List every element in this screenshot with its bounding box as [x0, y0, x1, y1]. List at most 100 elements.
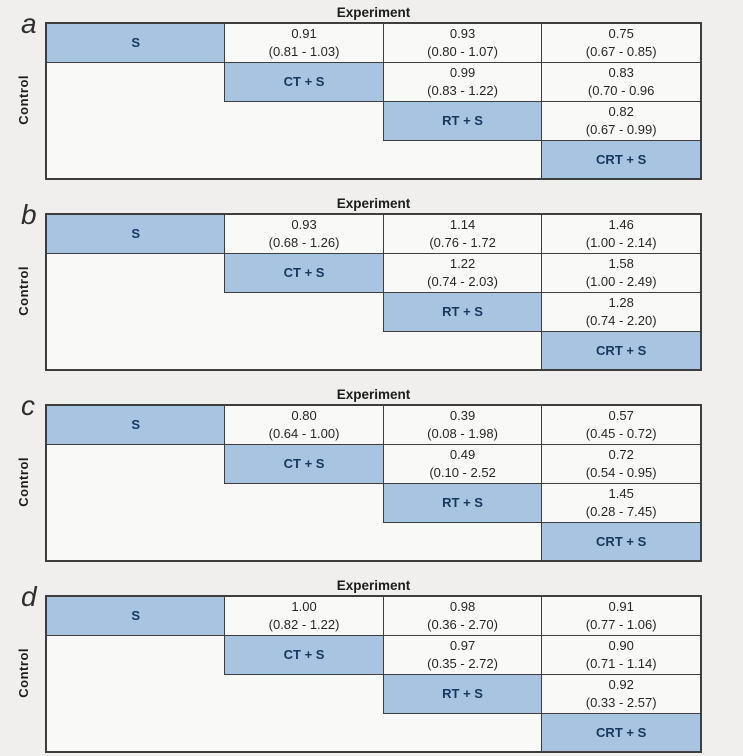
empty-cell [46, 101, 225, 140]
panel-letter: b [21, 199, 37, 230]
confidence-interval: (0.28 - 7.45) [585, 503, 657, 519]
confidence-interval: (1.00 - 2.14) [585, 234, 657, 250]
treatment-cell-s: S [45, 404, 226, 445]
table-row: CRT + S [46, 139, 702, 180]
empty-cell [225, 331, 384, 370]
table-row: CT + S 0.97 (0.35 - 2.72) 0.90 (0.71 - 1… [46, 634, 702, 675]
control-axis-label: Control [16, 648, 31, 698]
league-table: S 0.93 (0.68 - 1.26) 1.14 (0.76 - 1.72 1… [45, 213, 702, 371]
treatment-cell-crt-s: CRT + S [541, 712, 702, 753]
empty-cell [225, 713, 384, 752]
estimate-cell: 0.91 (0.77 - 1.06) [541, 595, 702, 636]
panel-b: b Control Experiment S 0.93 (0.68 - 1.26… [0, 197, 743, 371]
treatment-cell-ct-s: CT + S [224, 252, 384, 293]
panel-a: a Control Experiment S 0.91 (0.81 - 1.03… [0, 6, 743, 180]
empty-cell [383, 140, 542, 179]
empty-cell [225, 292, 384, 331]
estimate-value: 0.39 [449, 407, 476, 423]
table-row: S 0.93 (0.68 - 1.26) 1.14 (0.76 - 1.72 1… [45, 213, 702, 254]
confidence-interval: (0.83 - 1.22) [427, 82, 498, 98]
control-axis: Control [16, 213, 31, 369]
confidence-interval: (0.81 - 1.03) [268, 43, 340, 59]
estimate-cell: 1.22 (0.74 - 2.03) [382, 252, 543, 293]
estimate-value: 0.93 [449, 25, 476, 41]
empty-cell [46, 253, 225, 292]
treatment-cell-rt-s: RT + S [382, 100, 543, 141]
estimate-value: 0.91 [291, 25, 317, 41]
treatment-cell-rt-s: RT + S [382, 291, 543, 332]
table-row: RT + S 1.28 (0.74 - 2.20) [46, 291, 702, 332]
control-axis-label: Control [16, 75, 31, 125]
empty-cell [46, 483, 225, 522]
table-row: RT + S 0.82 (0.67 - 0.99) [46, 100, 702, 141]
empty-cell [46, 140, 225, 179]
estimate-value: 0.57 [608, 407, 634, 423]
panel-b-main: Experiment S 0.93 (0.68 - 1.26) 1.14 (0.… [45, 197, 702, 371]
empty-cell [225, 522, 384, 561]
estimate-cell: 0.92 (0.33 - 2.57) [541, 673, 702, 714]
panel-letter: a [21, 8, 37, 39]
table-row: S 1.00 (0.82 - 1.22) 0.98 (0.36 - 2.70) … [45, 595, 702, 636]
treatment-cell-s: S [45, 595, 226, 636]
estimate-cell: 0.39 (0.08 - 1.98) [382, 404, 543, 445]
confidence-interval: (0.35 - 2.72) [427, 655, 498, 671]
treatment-cell-crt-s: CRT + S [541, 330, 702, 371]
estimate-value: 1.28 [608, 294, 634, 310]
confidence-interval: (0.36 - 2.70) [427, 616, 498, 632]
control-axis: Control [16, 22, 31, 178]
table-row: RT + S 1.45 (0.28 - 7.45) [46, 482, 702, 523]
empty-cell [383, 713, 542, 752]
confidence-interval: (0.80 - 1.07) [427, 43, 498, 59]
panel-b-gutter: b Control [0, 197, 45, 371]
panel-a-gutter: a Control [0, 6, 45, 180]
confidence-interval: (0.67 - 0.85) [585, 43, 657, 59]
estimate-value: 0.93 [291, 216, 317, 232]
estimate-cell: 0.98 (0.36 - 2.70) [382, 595, 543, 636]
confidence-interval: (0.76 - 1.72 [429, 234, 496, 250]
empty-cell [46, 674, 225, 713]
panel-letter: d [21, 581, 37, 612]
estimate-cell: 0.99 (0.83 - 1.22) [382, 61, 543, 102]
table-row: RT + S 0.92 (0.33 - 2.57) [46, 673, 702, 714]
table-row: CT + S 0.99 (0.83 - 1.22) 0.83 (0.70 - 0… [46, 61, 702, 102]
estimate-cell: 0.93 (0.80 - 1.07) [382, 22, 543, 63]
empty-cell [225, 674, 384, 713]
empty-cell [46, 522, 225, 561]
table-row: CT + S 1.22 (0.74 - 2.03) 1.58 (1.00 - 2… [46, 252, 702, 293]
treatment-cell-ct-s: CT + S [224, 61, 384, 102]
panel-d: d Control Experiment S 1.00 (0.82 - 1.22… [0, 579, 743, 753]
panel-letter: c [21, 390, 35, 421]
panel-c-main: Experiment S 0.80 (0.64 - 1.00) 0.39 (0.… [45, 388, 702, 562]
confidence-interval: (0.08 - 1.98) [427, 425, 498, 441]
estimate-value: 1.00 [291, 598, 317, 614]
estimate-cell: 1.00 (0.82 - 1.22) [224, 595, 384, 636]
estimate-value: 0.82 [608, 103, 634, 119]
empty-cell [225, 101, 384, 140]
estimate-cell: 1.45 (0.28 - 7.45) [541, 482, 702, 523]
estimate-cell: 0.80 (0.64 - 1.00) [224, 404, 384, 445]
estimate-value: 1.46 [608, 216, 634, 232]
confidence-interval: (0.71 - 1.14) [585, 655, 657, 671]
estimate-value: 0.75 [608, 25, 634, 41]
estimate-cell: 0.57 (0.45 - 0.72) [541, 404, 702, 445]
league-table: S 0.80 (0.64 - 1.00) 0.39 (0.08 - 1.98) … [45, 404, 702, 562]
confidence-interval: (0.10 - 2.52 [429, 464, 496, 480]
empty-cell [383, 331, 542, 370]
empty-cell [46, 62, 225, 101]
empty-cell [46, 713, 225, 752]
control-axis-label: Control [16, 457, 31, 507]
treatment-cell-crt-s: CRT + S [541, 521, 702, 562]
panel-c-gutter: c Control [0, 388, 45, 562]
table-row: CT + S 0.49 (0.10 - 2.52 0.72 (0.54 - 0.… [46, 443, 702, 484]
empty-cell [225, 140, 384, 179]
estimate-value: 0.92 [608, 676, 634, 692]
empty-cell [383, 522, 542, 561]
experiment-axis-label: Experiment [336, 387, 411, 402]
estimate-cell: 0.83 (0.70 - 0.96 [541, 61, 702, 102]
estimate-cell: 0.82 (0.67 - 0.99) [541, 100, 702, 141]
empty-cell [46, 331, 225, 370]
confidence-interval: (0.64 - 1.00) [268, 425, 340, 441]
estimate-value: 0.49 [449, 446, 476, 462]
table-row: CRT + S [46, 521, 702, 562]
